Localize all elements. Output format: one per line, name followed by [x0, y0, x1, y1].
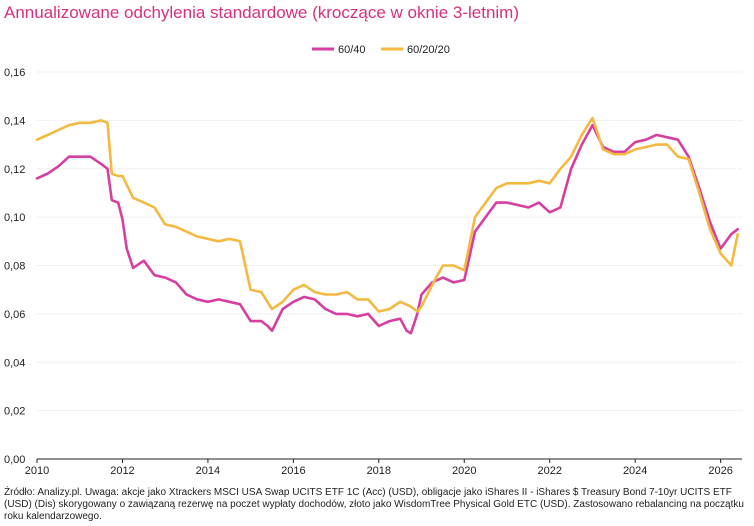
y-tick-label: 0,08 — [4, 261, 25, 273]
x-tick-label: 2012 — [110, 465, 134, 477]
x-tick-label: 2016 — [281, 465, 305, 477]
y-tick-label: 0,16 — [4, 67, 25, 79]
x-tick-label: 2018 — [367, 465, 391, 477]
x-tick-label: 2020 — [452, 465, 476, 477]
x-tick-label: 2014 — [196, 465, 220, 477]
y-tick-label: 0,06 — [4, 309, 25, 321]
x-tick-label: 2024 — [623, 465, 647, 477]
x-tick-label: 2010 — [25, 465, 49, 477]
x-tick-label: 2026 — [708, 465, 732, 477]
y-tick-label: 0,02 — [4, 406, 25, 418]
y-tick-label: 0,04 — [4, 357, 25, 369]
y-tick-label: 0,12 — [4, 164, 25, 176]
y-tick-label: 0,14 — [4, 115, 25, 127]
legend-label: 60/40 — [338, 44, 366, 56]
chart-title: Annualizowane odchylenia standardowe (kr… — [4, 3, 519, 22]
x-tick-label: 2022 — [537, 465, 561, 477]
y-tick-label: 0,00 — [4, 454, 25, 466]
legend-label: 60/20/20 — [407, 44, 450, 56]
series-line-a — [35, 123, 740, 335]
y-tick-label: 0,10 — [4, 212, 25, 224]
series-line-b — [35, 116, 740, 313]
source-note: Źródło: Analizy.pl. Uwaga: akcje jako Xt… — [4, 487, 744, 522]
